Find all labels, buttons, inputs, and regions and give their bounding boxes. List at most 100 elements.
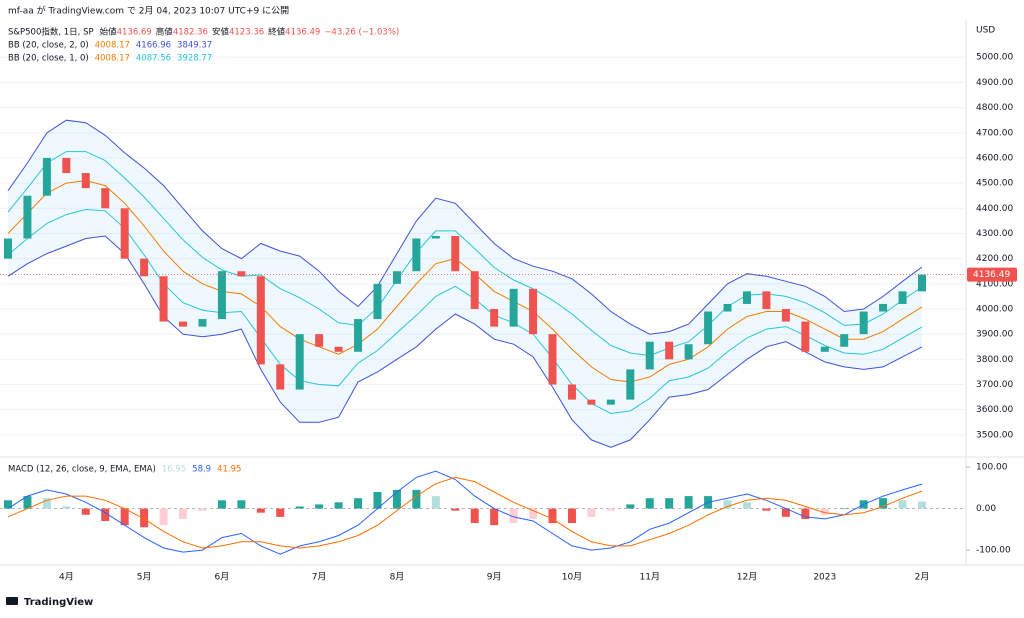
candle	[354, 319, 363, 352]
y-tick-label: 4400.00	[976, 204, 1013, 214]
candle	[62, 157, 71, 174]
histogram-bar	[898, 500, 907, 509]
histogram-bar	[470, 508, 479, 524]
indicator-name: BB (20, close, 2, 0)	[8, 41, 89, 51]
histogram-bar	[412, 489, 421, 509]
ohlc-label: 終値	[268, 27, 286, 38]
histogram-bar	[179, 508, 188, 519]
histogram-bar	[762, 508, 771, 511]
histogram-bar	[81, 508, 90, 515]
histogram-bar	[567, 508, 576, 524]
histogram-bar	[820, 508, 829, 515]
histogram-bar	[140, 508, 149, 528]
candle	[120, 208, 129, 259]
last-price-tag	[967, 267, 1017, 282]
candle	[820, 346, 829, 352]
y-tick-label: 4300.00	[976, 229, 1013, 239]
histogram-bar	[918, 501, 926, 509]
histogram-bar	[626, 504, 635, 509]
y-tick-label: -100.00	[976, 546, 1011, 556]
y-tick-label: 4800.00	[976, 103, 1013, 113]
candle	[237, 271, 246, 277]
histogram-bar	[742, 502, 751, 509]
histogram-bar	[665, 498, 674, 509]
x-tick-label: 2月	[915, 572, 930, 583]
candle	[879, 303, 888, 312]
y-tick-label: 4200.00	[976, 254, 1013, 264]
x-tick-label: 4月	[59, 572, 74, 583]
candle	[295, 334, 304, 390]
histogram-bar	[198, 508, 207, 511]
candle	[859, 311, 868, 335]
x-tick-label: 2023	[813, 573, 836, 583]
x-tick-label: 10月	[562, 572, 582, 583]
candle	[217, 271, 226, 320]
candle	[334, 346, 343, 352]
histogram-bar	[645, 498, 654, 509]
histogram-bar	[781, 508, 790, 517]
candle	[315, 334, 324, 347]
candle	[626, 369, 635, 400]
histogram-bar	[801, 508, 810, 519]
candle	[840, 334, 849, 347]
candle	[742, 291, 751, 304]
candle	[548, 334, 557, 385]
histogram-bar	[120, 508, 129, 526]
candle	[781, 308, 790, 322]
indicator-value: 16.95	[162, 465, 186, 475]
x-tick-label: 11月	[640, 572, 660, 583]
histogram-bar	[509, 508, 518, 524]
ohlc-label: 高値	[156, 27, 174, 38]
candle	[684, 344, 693, 360]
logo	[6, 597, 18, 605]
indicator-name: BB (20, close, 1, 0)	[8, 54, 89, 64]
x-tick-label: 6月	[215, 572, 230, 583]
ohlc-label: 安値	[212, 27, 230, 38]
band-fill	[8, 120, 922, 448]
candle	[470, 271, 479, 309]
candle	[81, 173, 90, 189]
y-tick-label: 4600.00	[976, 153, 1013, 163]
x-tick-label: 12月	[737, 572, 757, 583]
histogram-bar	[256, 508, 265, 513]
y-tick-label: 4700.00	[976, 128, 1013, 138]
candle	[723, 303, 732, 312]
histogram-bar	[334, 502, 343, 509]
y-tick-label: 5000.00	[976, 53, 1013, 63]
candle	[431, 235, 440, 239]
histogram-bar	[431, 496, 440, 509]
indicator-value: 4008.17	[95, 41, 130, 51]
histogram-bar	[354, 498, 363, 509]
candle	[451, 235, 460, 272]
candle	[140, 258, 149, 277]
histogram-bar	[42, 498, 51, 509]
histogram-bar	[606, 508, 615, 511]
candle	[179, 321, 188, 327]
y-tick-label: 3600.00	[976, 405, 1013, 415]
histogram-bar	[315, 504, 324, 509]
indicator-value: 3849.37	[177, 41, 212, 51]
published-note: mf-aa が TradingView.com で 2月 04, 2023 10…	[8, 5, 289, 17]
y-tick-label: 0.00	[976, 504, 996, 514]
candle	[159, 276, 168, 322]
histogram-bar	[217, 500, 226, 509]
x-tick-label: 8月	[390, 572, 405, 583]
ohlc-value: 4123.36	[229, 28, 264, 38]
macd-line	[7, 470, 923, 555]
last-price-label: 4136.49	[973, 270, 1010, 280]
histogram-bar	[373, 491, 382, 509]
candle	[762, 291, 771, 309]
band-middle	[7, 180, 923, 383]
y-tick-label: 3800.00	[976, 355, 1013, 365]
candle	[101, 188, 110, 209]
histogram-bar	[723, 500, 732, 509]
ohlc-value: 4136.49	[285, 28, 320, 38]
candle	[606, 399, 615, 405]
candle	[392, 271, 401, 284]
histogram-bar	[840, 508, 849, 510]
indicator-value: 4166.96	[136, 41, 171, 51]
candle	[23, 195, 32, 239]
y-tick-label: 4100.00	[976, 279, 1013, 289]
histogram-bar	[490, 508, 499, 526]
